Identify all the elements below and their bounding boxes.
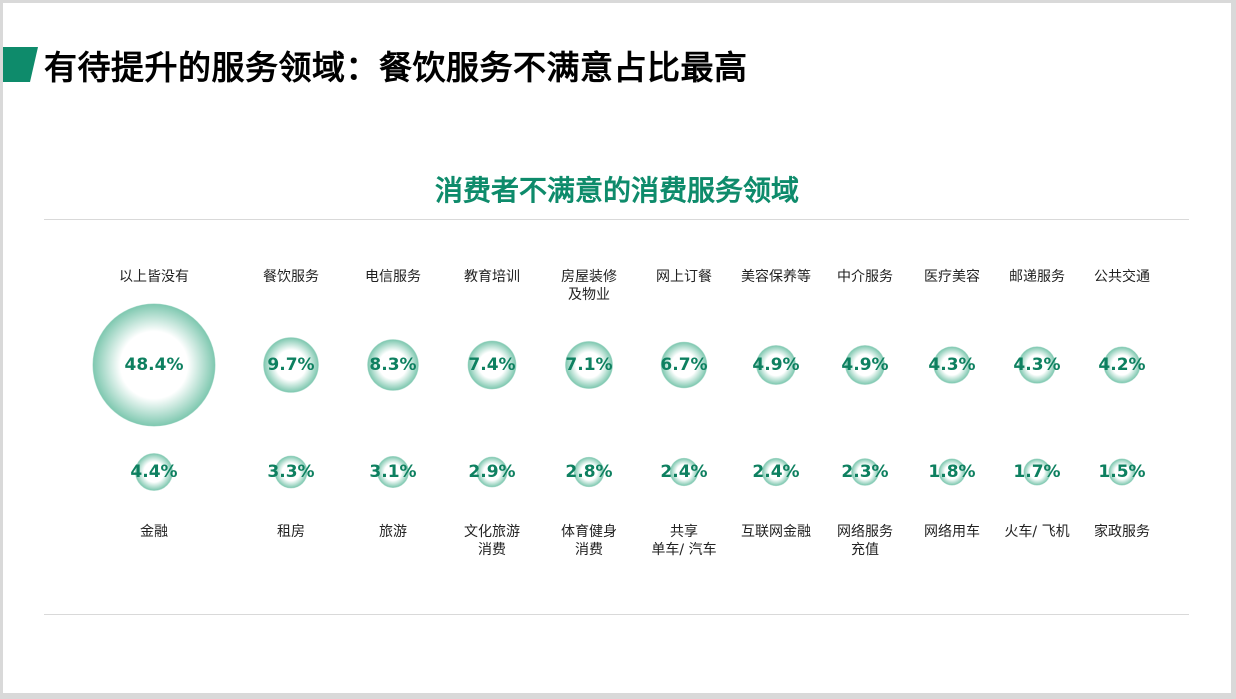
- category-label: 旅游: [379, 524, 407, 540]
- bubble-top-11: [1103, 346, 1141, 384]
- slide: 有待提升的服务领域：餐饮服务不满意占比最高 消费者不满意的消费服务领域 48.4…: [3, 3, 1231, 693]
- category-label: 电信服务: [365, 269, 421, 285]
- category-label: 医疗美容: [924, 269, 980, 285]
- bubble-bottom-7: [761, 457, 791, 487]
- bubble-value-label: 8.3%: [369, 355, 417, 375]
- category-label: 网上订餐: [656, 269, 712, 285]
- bubble-top-7: [756, 345, 796, 385]
- bubble-value-label: 4.4%: [130, 462, 178, 482]
- bubble-bottom-2: [274, 455, 308, 489]
- bubble-bottom-3: [377, 456, 409, 488]
- bubble-top-5: [565, 341, 613, 389]
- bubble-value-label: 7.4%: [468, 355, 516, 375]
- category-label: 金融: [140, 524, 168, 540]
- bubble-value-label: 4.3%: [928, 355, 976, 375]
- bubble-value-label: 4.9%: [752, 355, 800, 375]
- bubble-top-1: [92, 303, 216, 427]
- category-label: 体育健身 消费: [561, 524, 617, 558]
- bubble-bottom-10: [1023, 458, 1051, 486]
- category-label: 租房: [277, 524, 305, 540]
- bubble-value-label: 1.5%: [1098, 462, 1146, 482]
- bubble-value-label: 48.4%: [124, 355, 184, 375]
- category-label: 中介服务: [837, 269, 893, 285]
- bubble-top-4: [467, 340, 517, 390]
- category-label: 公共交通: [1094, 269, 1150, 285]
- bubble-bottom-4: [476, 456, 508, 488]
- category-label: 教育培训: [464, 269, 520, 285]
- bottom-divider: [44, 614, 1189, 615]
- bubble-value-label: 1.7%: [1013, 462, 1061, 482]
- category-label: 美容保养等: [741, 269, 811, 285]
- bubble-top-9: [933, 346, 971, 384]
- bubble-layer: [92, 303, 1141, 491]
- bubble-value-label: 2.9%: [468, 462, 516, 482]
- bubble-bottom-9: [938, 458, 966, 486]
- bubble-top-8: [845, 345, 885, 385]
- bubble-value-label: 3.3%: [267, 462, 315, 482]
- bubble-top-6: [660, 341, 708, 389]
- category-label: 餐饮服务: [263, 269, 319, 285]
- bubble-bottom-11: [1108, 458, 1136, 486]
- category-label: 房屋装修 及物业: [561, 269, 617, 303]
- bubble-top-2: [263, 337, 319, 393]
- bubble-value-label: 2.8%: [565, 462, 613, 482]
- bubble-value-label: 4.3%: [1013, 355, 1061, 375]
- category-label: 共享 单车/ 汽车: [651, 524, 717, 558]
- bubble-bottom-6: [669, 457, 699, 487]
- chart-title: 消费者不满意的消费服务领域: [434, 174, 799, 207]
- bubble-bottom-1: [135, 453, 173, 491]
- category-label: 邮递服务: [1009, 269, 1065, 285]
- category-label: 家政服务: [1094, 524, 1150, 540]
- category-label: 文化旅游 消费: [464, 524, 520, 558]
- bubble-value-label: 9.7%: [267, 355, 315, 375]
- category-label: 以上皆没有: [119, 269, 189, 285]
- bubble-value-label: 4.2%: [1098, 355, 1146, 375]
- bubble-value-label: 6.7%: [660, 355, 708, 375]
- bubble-value-label: 2.4%: [752, 462, 800, 482]
- top-divider: [44, 219, 1189, 220]
- bubble-bottom-5: [573, 456, 605, 488]
- category-label: 网络服务 充值: [837, 524, 893, 558]
- bubble-value-label: 7.1%: [565, 355, 613, 375]
- bubble-top-10: [1018, 346, 1056, 384]
- category-label: 网络用车: [924, 524, 980, 540]
- bubble-value-label: 3.1%: [369, 462, 417, 482]
- bubble-value-label: 2.3%: [841, 462, 889, 482]
- bubble-value-label: 2.4%: [660, 462, 708, 482]
- bubble-value-label: 1.8%: [928, 462, 976, 482]
- category-label: 火车/ 飞机: [1004, 524, 1070, 540]
- bubble-top-3: [367, 339, 419, 391]
- bubble-bottom-8: [851, 458, 879, 486]
- bubble-value-label: 4.9%: [841, 355, 889, 375]
- slide-title: 有待提升的服务领域：餐饮服务不满意占比最高: [44, 48, 748, 87]
- category-label: 互联网金融: [741, 524, 811, 540]
